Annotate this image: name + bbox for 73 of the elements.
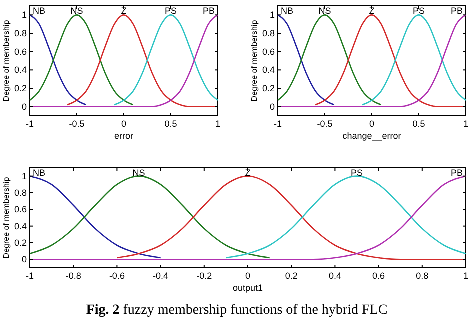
x-tick-label: -0.2 bbox=[196, 271, 212, 281]
series-label: NB bbox=[33, 168, 46, 178]
y-tick-label: 0.2 bbox=[262, 84, 275, 94]
x-axis-title: output1 bbox=[232, 283, 264, 293]
y-tick-label: 1 bbox=[22, 171, 27, 182]
line-series bbox=[226, 176, 467, 259]
caption: Fig. 2 fuzzy membership functions of the hybrid FLC bbox=[86, 303, 388, 318]
x-tick-label: 0.5 bbox=[412, 119, 426, 129]
x-tick-label: 1 bbox=[463, 119, 469, 129]
line-series bbox=[277, 14, 336, 106]
x-tick-label: 0.8 bbox=[416, 271, 429, 281]
x-tick-label: 0.5 bbox=[164, 119, 178, 129]
x-tick-label: -0.4 bbox=[153, 271, 169, 281]
x-tick-label: 1 bbox=[215, 119, 221, 129]
x-tick-label: -0.8 bbox=[66, 271, 82, 281]
x-tick-label: 0.4 bbox=[328, 271, 342, 281]
line-series bbox=[66, 14, 219, 108]
y-tick-label: 0.4 bbox=[14, 65, 27, 76]
y-tick-label: 1 bbox=[270, 10, 275, 20]
series-label: NB bbox=[281, 6, 294, 16]
x-tick-label: 0 bbox=[121, 119, 127, 129]
y-axis-title: Degree of membership bbox=[2, 176, 11, 259]
x-tick-label: -0.5 bbox=[317, 119, 333, 129]
x-axis-title: change__error bbox=[342, 131, 402, 141]
series-label: PS bbox=[350, 168, 364, 178]
series-label: NS bbox=[70, 6, 84, 16]
x-tick-label: 0 bbox=[369, 119, 375, 129]
line-series bbox=[314, 14, 467, 108]
x-tick-label: -1 bbox=[26, 271, 34, 281]
line-series bbox=[29, 14, 134, 106]
y-tick-label: 0.2 bbox=[14, 238, 27, 248]
line-series bbox=[114, 14, 219, 106]
y-tick-label: 0 bbox=[22, 254, 27, 265]
series-label: NS bbox=[132, 168, 146, 178]
x-tick-label: -0.6 bbox=[109, 271, 125, 281]
y-axis-title: Degree of membership bbox=[2, 20, 11, 102]
line-series bbox=[277, 14, 382, 106]
y-tick-label: 1 bbox=[22, 10, 27, 20]
y-tick-label: 0.6 bbox=[262, 46, 275, 57]
series-label: PS bbox=[412, 6, 426, 16]
series-label: PB bbox=[450, 168, 463, 178]
y-tick-label: 0.8 bbox=[14, 188, 27, 198]
x-tick-label: 0.2 bbox=[285, 271, 298, 281]
x-axis-title: error bbox=[114, 131, 134, 141]
x-tick-label: 0 bbox=[245, 271, 251, 281]
y-axis-title: Degree of membership bbox=[250, 20, 259, 102]
y-tick-label: 0 bbox=[22, 102, 27, 112]
line-series bbox=[277, 14, 467, 108]
x-tick-label: -1 bbox=[274, 119, 282, 129]
line-series bbox=[29, 14, 88, 106]
series-label: PB bbox=[202, 6, 215, 16]
line-series bbox=[29, 176, 162, 259]
x-tick-label: 1 bbox=[463, 271, 469, 281]
line-series bbox=[116, 176, 467, 260]
y-tick-label: 0.2 bbox=[14, 84, 27, 94]
series-label: PS bbox=[164, 6, 178, 16]
y-tick-label: 0.8 bbox=[262, 28, 275, 38]
series-label: NS bbox=[318, 6, 332, 16]
y-tick-label: 0 bbox=[270, 102, 275, 112]
line-series bbox=[29, 176, 467, 260]
line-series bbox=[362, 14, 467, 106]
line-series bbox=[29, 14, 219, 108]
y-tick-label: 0.4 bbox=[14, 221, 27, 232]
x-tick-label: -0.5 bbox=[69, 119, 85, 129]
y-tick-label: 0.8 bbox=[14, 28, 27, 38]
x-tick-label: 0.6 bbox=[372, 271, 386, 281]
y-tick-label: 0.6 bbox=[14, 204, 27, 215]
series-label: PB bbox=[450, 6, 463, 16]
x-tick-label: -1 bbox=[26, 119, 34, 129]
y-tick-label: 0.4 bbox=[262, 65, 275, 76]
line-series bbox=[29, 176, 270, 259]
y-tick-label: 0.6 bbox=[14, 46, 27, 57]
series-label: NB bbox=[33, 6, 46, 16]
